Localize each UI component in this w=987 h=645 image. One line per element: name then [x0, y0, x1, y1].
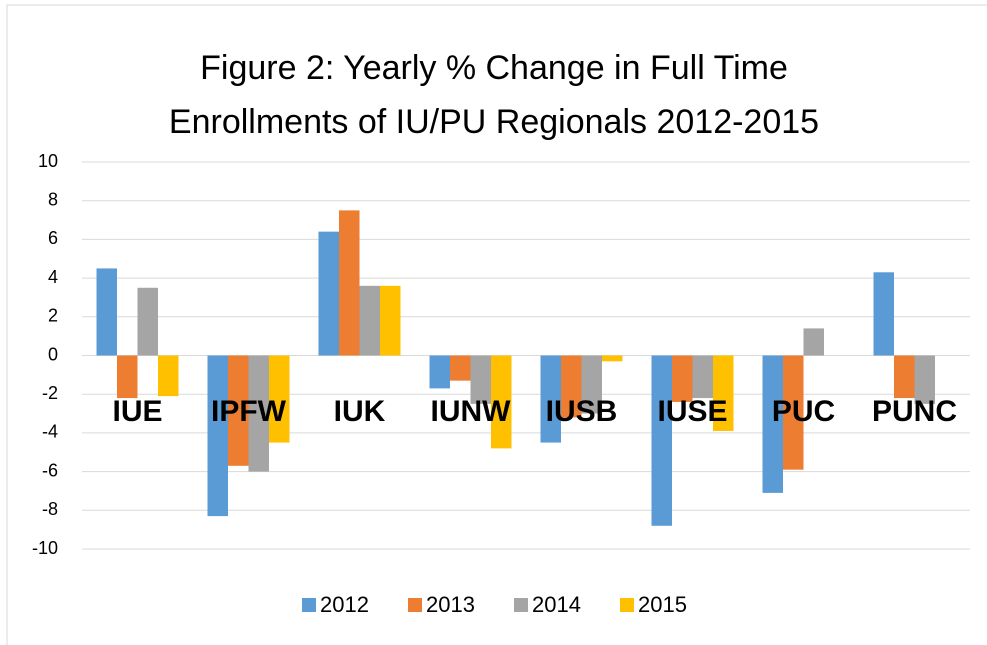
- bar: [581, 355, 602, 414]
- y-tick-label: 0: [48, 344, 58, 364]
- bar: [672, 355, 693, 402]
- bar: [117, 355, 138, 399]
- bar: [783, 355, 804, 470]
- bar: [450, 355, 471, 381]
- y-tick-label: -10: [32, 538, 58, 558]
- y-tick-label: 10: [38, 151, 58, 171]
- legend-swatch: [514, 598, 528, 612]
- legend-swatch: [408, 598, 422, 612]
- y-tick-label: -6: [42, 460, 58, 480]
- legend-label: 2015: [638, 592, 687, 617]
- legend-label: 2014: [532, 592, 581, 617]
- x-tick-label: IPFW: [211, 395, 287, 428]
- bar: [561, 355, 582, 418]
- bar: [380, 285, 401, 356]
- chart-title: Enrollments of IU/PU Regionals 2012-2015: [169, 103, 819, 141]
- x-tick-label: IUE: [112, 395, 162, 428]
- bar: [339, 210, 360, 356]
- bar: [894, 355, 915, 399]
- x-tick-label: IUK: [334, 395, 386, 428]
- y-tick-label: 2: [48, 306, 58, 326]
- bar: [602, 355, 623, 362]
- bar: [228, 355, 249, 466]
- bar: [762, 355, 783, 493]
- y-tick-label: 8: [48, 189, 58, 209]
- bar: [207, 355, 228, 517]
- bar: [914, 355, 935, 404]
- bar: [318, 231, 339, 356]
- legend-swatch: [620, 598, 634, 612]
- legend-label: 2012: [320, 592, 369, 617]
- x-tick-label: PUC: [772, 395, 835, 428]
- x-tick-label: PUNC: [872, 395, 957, 428]
- bar: [158, 355, 179, 397]
- y-tick-label: -4: [42, 422, 58, 442]
- legend-label: 2013: [426, 592, 475, 617]
- bar: [873, 272, 894, 356]
- x-tick-label: IUNW: [431, 395, 512, 428]
- bar: [540, 355, 561, 443]
- bar: [359, 285, 380, 356]
- bar: [692, 355, 713, 399]
- bar: [803, 328, 824, 356]
- bar: [248, 355, 269, 472]
- bar: [429, 355, 450, 389]
- x-tick-label: IUSE: [657, 395, 727, 428]
- chart-frame: [6, 4, 987, 645]
- y-tick-label: 4: [48, 267, 58, 287]
- x-tick-label: IUSB: [546, 395, 618, 428]
- bar: [491, 355, 512, 449]
- bar: [651, 355, 672, 526]
- y-tick-label: -2: [42, 383, 58, 403]
- bar: [470, 355, 491, 404]
- y-tick-label: 6: [48, 228, 58, 248]
- bar: [269, 355, 290, 443]
- chart-title: Figure 2: Yearly % Change in Full Time: [200, 49, 788, 87]
- legend-swatch: [302, 598, 316, 612]
- bar: [137, 287, 158, 356]
- bar: [96, 268, 117, 356]
- y-tick-label: -8: [42, 499, 58, 519]
- bar: [713, 355, 734, 431]
